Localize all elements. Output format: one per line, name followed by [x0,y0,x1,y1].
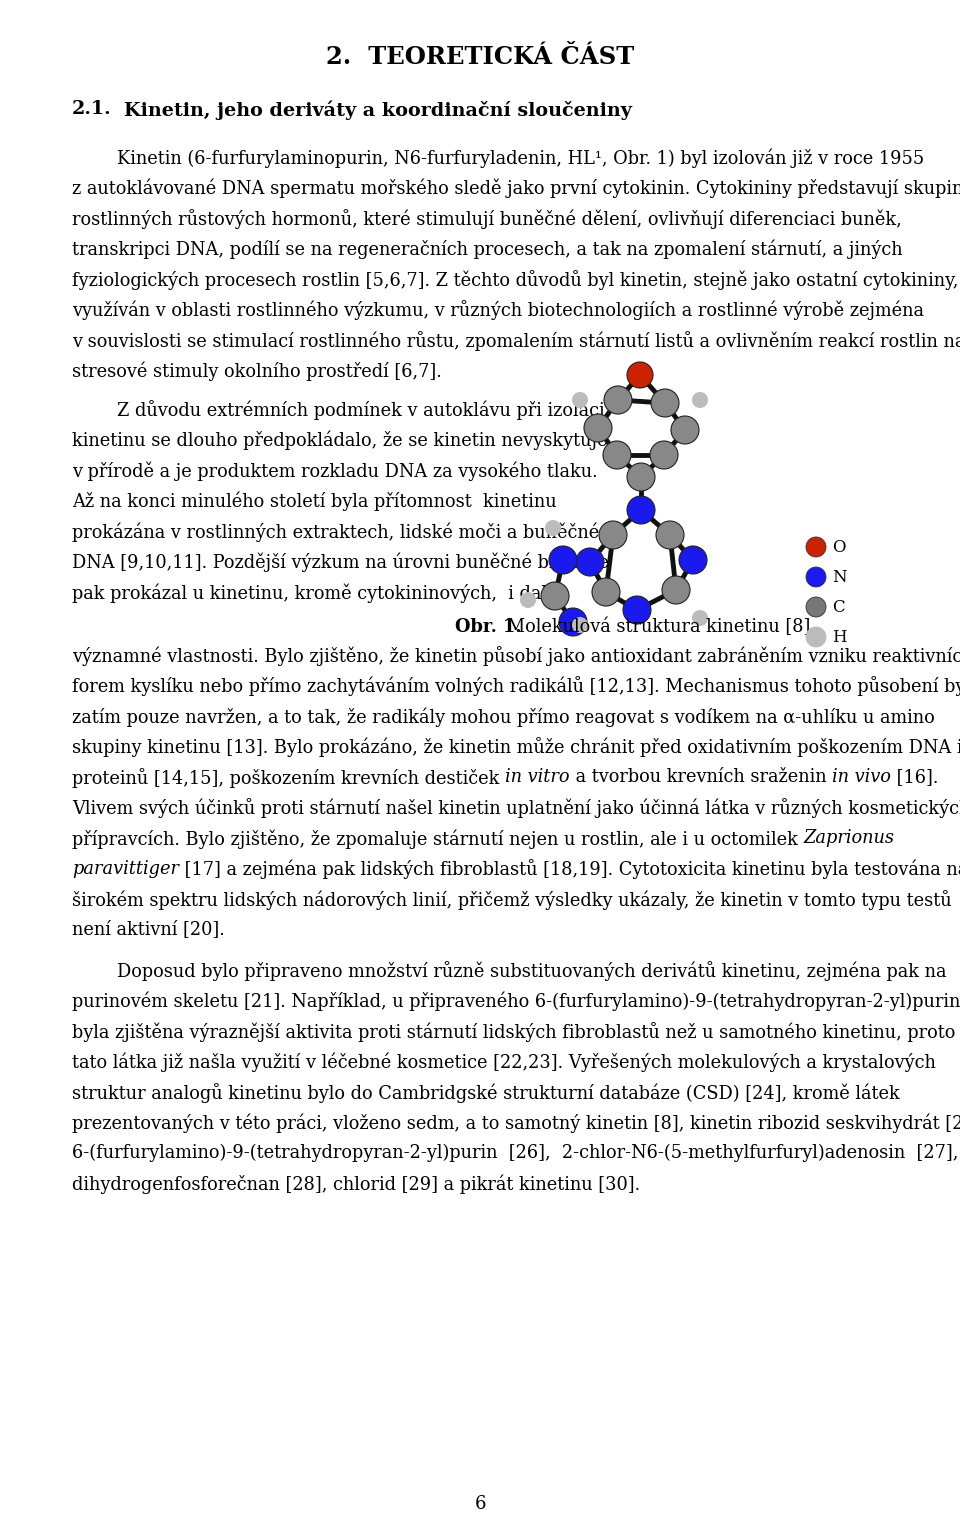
Text: in vitro: in vitro [505,768,569,786]
Text: Vlivem svých účinků proti stárnutí našel kinetin uplatnění jako účinná látka v r: Vlivem svých účinků proti stárnutí našel… [72,798,960,818]
Text: a tvorbou krevních sraženin: a tvorbou krevních sraženin [569,768,831,786]
Text: purinovém skeletu [21]. Například, u připraveného 6-(furfurylamino)-9-(tetrahydr: purinovém skeletu [21]. Například, u při… [72,991,960,1011]
Text: prezentovaných v této práci, vloženo sedm, a to samotný kinetin [8], kinetin rib: prezentovaných v této práci, vloženo sed… [72,1113,960,1133]
Text: širokém spektru lidských nádorových linií, přičemž výsledky ukázaly, že kinetin : širokém spektru lidských nádorových lini… [72,889,951,909]
Text: H: H [832,629,847,646]
Text: kinetinu se dlouho předpokládalo, že se kinetin nevyskytuje: kinetinu se dlouho předpokládalo, že se … [72,431,608,449]
Text: dihydrogenfosforečnan [28], chlorid [29] a pikrát kinetinu [30].: dihydrogenfosforečnan [28], chlorid [29]… [72,1174,640,1194]
Circle shape [584,414,612,442]
Circle shape [627,496,655,524]
Circle shape [627,463,655,490]
Text: Z důvodu extrémních podmínek v autoklávu při izolaci: Z důvodu extrémních podmínek v autoklávu… [72,401,605,420]
Text: proteinů [14,15], poškozením krevních destiček: proteinů [14,15], poškozením krevních de… [72,768,505,787]
Circle shape [671,416,699,445]
Circle shape [656,521,684,548]
Text: DNA [9,10,11]. Pozdější výzkum na úrovni buněčné biologie: DNA [9,10,11]. Pozdější výzkum na úrovni… [72,553,609,573]
Text: struktur analogů kinetinu bylo do Cambridgské strukturní databáze (CSD) [24], kr: struktur analogů kinetinu bylo do Cambri… [72,1083,900,1103]
Text: významné vlastnosti. Bylo zjištěno, že kinetin působí jako antioxidant zabránění: významné vlastnosti. Bylo zjištěno, že k… [72,646,960,666]
Circle shape [651,388,679,417]
Text: využíván v oblasti rostlinného výzkumu, v různých biotechnologiích a rostlinné v: využíván v oblasti rostlinného výzkumu, … [72,300,924,320]
Text: O: O [832,539,846,556]
Text: byla zjištěna výraznější aktivita proti stárnutí lidských fibroblastů než u samo: byla zjištěna výraznější aktivita proti … [72,1022,960,1042]
Circle shape [692,391,708,408]
Text: Až na konci minulého století byla přítomnost  kinetinu: Až na konci minulého století byla přítom… [72,492,557,512]
Text: Kinetin, jeho deriváty a koordinační sloučeniny: Kinetin, jeho deriváty a koordinační slo… [124,101,632,119]
Text: 6-(furfurylamino)-9-(tetrahydropyran-2-yl)purin  [26],  2-chlor-N6-(5-methylfurf: 6-(furfurylamino)-9-(tetrahydropyran-2-y… [72,1144,958,1162]
Circle shape [545,519,561,536]
Circle shape [806,567,826,586]
Circle shape [549,547,577,574]
Circle shape [576,548,604,576]
Circle shape [603,442,631,469]
Text: Molekulová struktura kinetinu [8].: Molekulová struktura kinetinu [8]. [507,617,816,637]
Circle shape [806,597,826,617]
Circle shape [627,362,653,388]
Text: v přírodě a je produktem rozkladu DNA za vysokého tlaku.: v přírodě a je produktem rozkladu DNA za… [72,461,598,480]
Text: fyziologických procesech rostlin [5,6,7]. Z těchto důvodů byl kinetin, stejně ja: fyziologických procesech rostlin [5,6,7]… [72,270,958,289]
Text: paravittiger: paravittiger [72,859,179,877]
Circle shape [572,391,588,408]
Text: stresové stimuly okolního prostředí [6,7].: stresové stimuly okolního prostředí [6,7… [72,361,442,381]
Text: Doposud bylo připraveno množství různě substituovaných derivátů kinetinu, zejmén: Doposud bylo připraveno množství různě s… [72,961,947,981]
Circle shape [650,442,678,469]
Text: rostlinných růstových hormonů, které stimulují buněčné dělení, ovlivňují diferen: rostlinných růstových hormonů, které sti… [72,209,901,228]
Text: v souvislosti se stimulací rostlinného růstu, zpomalením stárnutí listů a ovlivn: v souvislosti se stimulací rostlinného r… [72,330,960,350]
Text: in vivo: in vivo [831,768,891,786]
Text: [17] a zejména pak lidských fibroblastů [18,19]. Cytotoxicita kinetinu byla test: [17] a zejména pak lidských fibroblastů … [179,859,960,879]
Circle shape [592,579,620,606]
Circle shape [541,582,569,611]
Circle shape [806,538,826,557]
Text: z autoklávované DNA spermatu mořského sledě jako první cytokinin. Cytokininy pře: z autoklávované DNA spermatu mořského sl… [72,178,960,198]
Text: není aktivní [20].: není aktivní [20]. [72,920,225,938]
Circle shape [623,595,651,624]
Circle shape [662,576,690,605]
Text: forem kyslíku nebo přímo zachytáváním volných radikálů [12,13]. Mechanismus toho: forem kyslíku nebo přímo zachytáváním vo… [72,676,960,696]
Text: [16].: [16]. [891,768,938,786]
Circle shape [604,385,632,414]
Text: transkripci DNA, podílí se na regeneračních procesech, a tak na zpomalení stárnu: transkripci DNA, podílí se na regeneračn… [72,239,902,259]
Text: přípravcích. Bylo zjištěno, že zpomaluje stárnutí nejen u rostlin, ale i u octom: přípravcích. Bylo zjištěno, že zpomaluje… [72,829,804,848]
Text: pak prokázal u kinetinu, kromě cytokininových,  i další: pak prokázal u kinetinu, kromě cytokinin… [72,583,562,603]
Circle shape [679,547,707,574]
Circle shape [806,627,826,647]
Circle shape [559,608,587,637]
Text: Kinetin (6-furfurylaminopurin, N6-furfuryladenin, HL¹, Obr. 1) byl izolován již : Kinetin (6-furfurylaminopurin, N6-furfur… [72,148,924,168]
Text: Obr. 1.: Obr. 1. [455,617,521,635]
Text: Zaprionus: Zaprionus [804,829,895,847]
Circle shape [599,521,627,548]
Circle shape [572,617,588,634]
Text: prokázána v rostlinných extraktech, lidské moči a buněčné: prokázána v rostlinných extraktech, lids… [72,522,599,542]
Text: 2.1.: 2.1. [72,101,111,117]
Circle shape [520,592,536,608]
Text: N: N [832,568,847,585]
Text: zatím pouze navržen, a to tak, že radikály mohou přímo reagovat s vodíkem na α-u: zatím pouze navržen, a to tak, že radiká… [72,707,935,726]
Text: 6: 6 [474,1496,486,1512]
Text: C: C [832,599,845,615]
Text: skupiny kinetinu [13]. Bylo prokázáno, že kinetin může chránit před oxidativním : skupiny kinetinu [13]. Bylo prokázáno, ž… [72,737,960,757]
Text: tato látka již našla využití v léčebné kosmetice [22,23]. Vyřešených molekulovýc: tato látka již našla využití v léčebné k… [72,1052,936,1072]
Text: 2.  TEORETICKÁ ČÁST: 2. TEORETICKÁ ČÁST [325,46,635,69]
Circle shape [692,611,708,626]
